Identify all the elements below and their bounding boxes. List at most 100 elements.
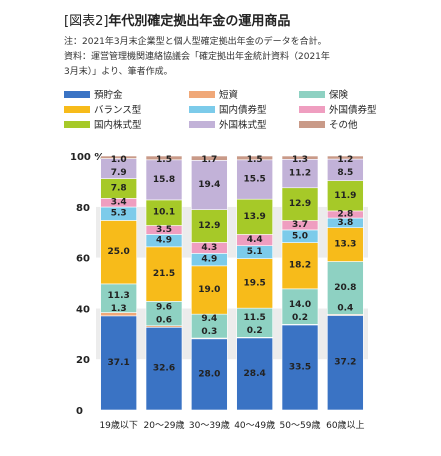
data-label: 9.6 <box>156 302 172 312</box>
legend-swatch <box>189 90 215 98</box>
chart-title: [図表2]年代別確定拠出年金の運用商品 <box>64 10 290 29</box>
note-line-1: 注：2021年3月末企業型と個人型確定拠出年金のデータを合計。 <box>64 37 327 47</box>
data-label: 5.0 <box>292 231 308 241</box>
bar-segment <box>236 307 273 338</box>
bar-segment <box>100 283 137 313</box>
data-label: 4.4 <box>247 235 263 245</box>
data-label: 4.3 <box>201 243 217 253</box>
bar-segment <box>145 246 183 302</box>
bar-segment <box>281 242 319 290</box>
legend-item: 国内株式型 <box>64 117 142 131</box>
bar-segment <box>100 220 137 285</box>
data-label: 28.0 <box>198 369 220 379</box>
x-category-label: 30～39歳 <box>189 419 230 431</box>
legend-swatch <box>64 105 90 113</box>
data-label: 15.8 <box>153 175 175 185</box>
x-category-label: 19歳以下 <box>99 419 137 431</box>
source-line-2: 3月末）」より、筆者作成。 <box>64 67 173 77</box>
data-label: 8.5 <box>337 168 353 178</box>
legend-label: バランス型 <box>94 105 142 116</box>
legend-swatch <box>64 90 90 98</box>
bar-segment <box>327 227 364 262</box>
data-label: 4.9 <box>156 236 172 246</box>
legend-swatch <box>299 120 325 128</box>
legend-label: 外国株式型 <box>219 120 267 131</box>
data-label: 14.0 <box>289 300 311 310</box>
legend-item: その他 <box>299 117 358 131</box>
data-label: 11.9 <box>334 191 356 201</box>
data-label: 3.4 <box>111 198 127 208</box>
data-label: 5.1 <box>247 247 263 257</box>
data-label: 1.0 <box>111 155 127 165</box>
chart-legend: 預貯金 短資 保険 バランス型 国内債券型 外国債券型 国内株式型 外国株式型 その他 <box>64 87 424 131</box>
legend-label: 国内株式型 <box>94 120 142 131</box>
y-tick-label: 40 <box>76 304 90 315</box>
data-label: 12.9 <box>289 199 311 209</box>
legend-swatch <box>189 105 215 113</box>
legend-swatch <box>299 90 325 98</box>
bar-segment <box>281 288 319 325</box>
y-tick-label: 20 <box>76 355 90 366</box>
data-label: 25.0 <box>108 247 130 257</box>
legend-swatch <box>189 120 215 128</box>
legend-label: 短資 <box>219 90 239 101</box>
bar-segment <box>145 155 183 161</box>
data-label: 7.8 <box>111 183 127 193</box>
bar-segment <box>191 338 228 411</box>
data-label: 1.2 <box>337 155 353 165</box>
y-tick-label: 0 <box>76 406 83 417</box>
x-category-label: 40～49歳 <box>234 419 275 431</box>
data-label: 15.5 <box>244 174 266 184</box>
legend-item: 保険 <box>299 87 348 101</box>
data-label: 0.3 <box>201 327 217 337</box>
grid-band <box>96 156 368 207</box>
x-category-label: 20～29歳 <box>144 419 185 431</box>
grid-band <box>96 206 368 258</box>
data-label: 3.8 <box>337 218 353 228</box>
data-label: 0.2 <box>292 313 308 323</box>
bar-segment <box>236 155 273 161</box>
data-label: 4.9 <box>201 255 217 265</box>
data-label: 33.5 <box>289 362 311 372</box>
bar-segment <box>145 301 183 327</box>
data-label: 37.2 <box>334 358 356 368</box>
legend-label: 預貯金 <box>94 90 123 101</box>
bar-segment <box>100 315 137 411</box>
data-label: 1.7 <box>201 155 217 165</box>
data-label: 5.3 <box>111 209 127 219</box>
grid-band <box>96 359 368 410</box>
bar-segment <box>191 209 228 243</box>
data-label: 2.8 <box>337 209 353 219</box>
data-label: 11.3 <box>108 291 130 301</box>
data-label: 3.5 <box>156 225 172 235</box>
title-text: 年代別確定拠出年金の運用商品 <box>108 14 291 29</box>
bar-segment <box>327 315 364 411</box>
bar-segment <box>100 155 137 159</box>
data-label: 0.6 <box>156 315 172 325</box>
data-label: 20.8 <box>334 283 356 293</box>
data-label: 28.4 <box>244 369 266 379</box>
bar-segment <box>281 324 319 411</box>
data-label: 21.5 <box>153 269 175 279</box>
data-label: 32.6 <box>153 364 175 374</box>
bar-segment <box>145 199 183 226</box>
legend-item: 外国債券型 <box>299 102 377 116</box>
data-label: 11.5 <box>244 313 266 323</box>
legend-item: 短資 <box>189 87 238 101</box>
bar-segment <box>327 180 364 212</box>
data-label: 10.1 <box>153 208 175 218</box>
data-label: 9.4 <box>201 314 217 324</box>
bar-segment <box>281 155 319 160</box>
y-tick-label: 80 <box>76 203 90 214</box>
data-label: 0.4 <box>337 303 353 313</box>
data-label: 37.1 <box>108 358 130 368</box>
data-label: 1.5 <box>156 155 172 165</box>
bar-segment <box>327 155 364 160</box>
y-tick-label: 60 <box>76 254 90 265</box>
data-label: 11.2 <box>289 169 311 179</box>
bar-segment <box>191 160 228 210</box>
data-label: 19.4 <box>198 180 220 190</box>
data-label: 0.2 <box>247 326 263 336</box>
bar-segment <box>236 337 273 411</box>
